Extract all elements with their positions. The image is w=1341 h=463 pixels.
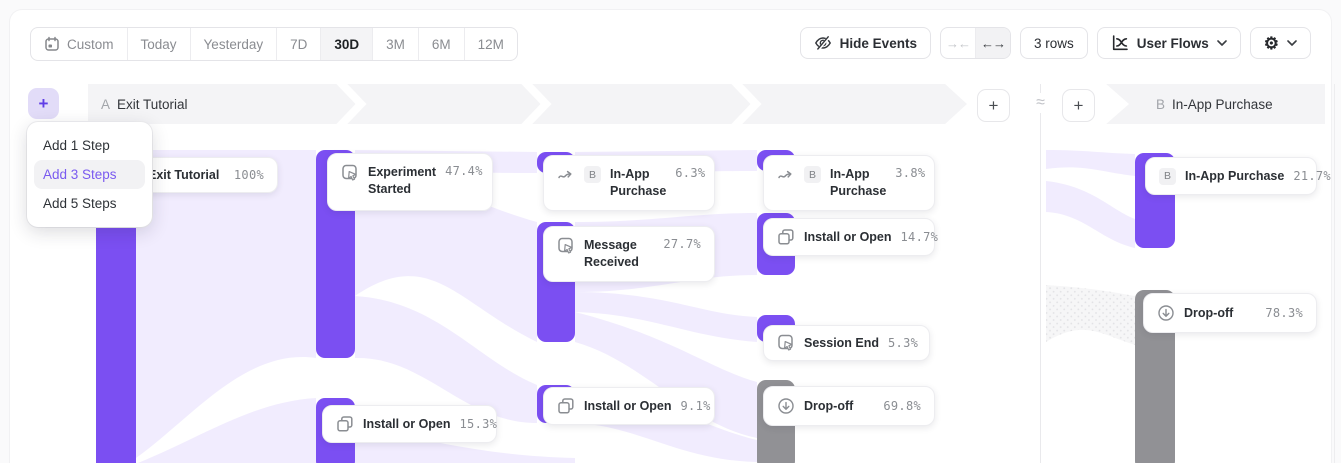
step-header-band-b[interactable]: B In-App Purchase xyxy=(1106,84,1325,124)
add-step-button-b[interactable]: + xyxy=(1062,89,1095,122)
date-range-12m[interactable]: 12M xyxy=(477,36,504,52)
node-card-in-app-purchase-2[interactable]: B In-App Purchase 3.8% xyxy=(763,155,935,211)
node-label: Install or Open xyxy=(804,229,892,244)
collapse-columns-button[interactable]: →← xyxy=(941,28,976,58)
node-label: Install or Open xyxy=(363,416,451,431)
chevron-down-icon xyxy=(1216,40,1227,46)
calendar-icon xyxy=(44,36,60,52)
expand-columns-button[interactable]: ←→ xyxy=(975,28,1010,58)
rows-count-button[interactable]: 3 rows xyxy=(1019,27,1088,59)
add-step-button-a[interactable]: + xyxy=(28,88,59,119)
settings-button[interactable]: ⚙ xyxy=(1249,27,1311,59)
node-card-install-or-open-2[interactable]: Install or Open 9.1% xyxy=(543,387,715,425)
append-step-button-a[interactable]: + xyxy=(977,89,1010,122)
arrows-outward-icon: ←→ xyxy=(980,35,1006,51)
panel-edge-line xyxy=(1334,84,1335,463)
gear-icon: ⚙ xyxy=(1263,33,1279,53)
wave-arrow-icon xyxy=(557,166,575,184)
date-range-3m[interactable]: 3M xyxy=(373,28,419,60)
node-label: Experiment Started xyxy=(368,165,437,196)
menu-item-add-1-step[interactable]: Add 1 Step xyxy=(43,138,110,153)
circle-down-arrow-icon xyxy=(777,397,795,415)
node-label: Install or Open xyxy=(584,398,672,413)
add-step-menu: Add 1 Step Add 3 Steps Add 5 Steps xyxy=(27,122,152,227)
node-value: 6.3% xyxy=(675,166,706,180)
flows-chart-icon xyxy=(1111,34,1129,52)
node-label: Exit Tutorial xyxy=(148,167,220,182)
view-selector-label: User Flows xyxy=(1136,35,1209,51)
node-card-message-received[interactable]: Message Received 27.7% xyxy=(543,226,715,282)
flow-b-badge: B xyxy=(1159,167,1176,185)
node-label: In-App Purchase xyxy=(830,167,887,198)
node-value: 14.7% xyxy=(900,230,939,244)
step-letter-b: B xyxy=(1156,96,1166,112)
node-card-drop-off-1[interactable]: Drop-off 69.8% xyxy=(763,386,935,426)
date-range-custom[interactable]: Custom xyxy=(31,28,128,60)
step-title-b: In-App Purchase xyxy=(1172,96,1273,112)
node-card-in-app-purchase-b[interactable]: B In-App Purchase 21.7% xyxy=(1145,157,1331,195)
node-value: 69.8% xyxy=(883,399,921,413)
hide-events-button[interactable]: Hide Events xyxy=(799,27,931,59)
menu-item-add-3-steps[interactable]: Add 3 Steps xyxy=(34,160,145,189)
node-card-in-app-purchase-1[interactable]: B In-App Purchase 6.3% xyxy=(543,155,715,211)
node-label: Message Received xyxy=(584,238,639,269)
node-card-install-or-open-1[interactable]: Install or Open 15.3% xyxy=(322,405,497,443)
node-value: 47.4% xyxy=(445,164,483,178)
flow-b-badge: B xyxy=(804,166,821,183)
node-label: Drop-off xyxy=(804,398,854,413)
date-range-6m[interactable]: 6M xyxy=(419,28,465,60)
node-value: 5.3% xyxy=(888,336,919,350)
flow-divider-line xyxy=(1040,84,1041,463)
date-range-selector: Custom Today Yesterday 7D 30D 3M 6M 12M xyxy=(30,27,518,61)
band-a-chevrons xyxy=(336,84,968,124)
date-range-7d[interactable]: 7D xyxy=(277,28,322,60)
overlapping-squares-icon xyxy=(777,228,795,246)
view-selector-button[interactable]: User Flows xyxy=(1096,27,1241,59)
step-header-label-a: A Exit Tutorial xyxy=(101,84,188,124)
step-header-label-b: B In-App Purchase xyxy=(1156,84,1273,124)
step-title-a: Exit Tutorial xyxy=(117,96,188,112)
node-card-experiment-started[interactable]: Experiment Started 47.4% xyxy=(327,153,493,211)
flow-b-badge: B xyxy=(584,166,601,183)
cursor-click-icon xyxy=(777,334,795,352)
step-header-band-a[interactable]: A Exit Tutorial xyxy=(88,84,968,124)
node-value: 9.1% xyxy=(680,399,711,413)
node-card-install-or-open-3[interactable]: Install or Open 14.7% xyxy=(763,218,938,256)
node-value: 27.7% xyxy=(663,237,701,251)
node-card-session-end[interactable]: Session End 5.3% xyxy=(763,325,930,361)
date-range-30d[interactable]: 30D xyxy=(321,28,374,60)
overlapping-squares-icon xyxy=(336,415,354,433)
date-range-custom-label: Custom xyxy=(67,36,114,52)
node-card-drop-off-b[interactable]: Drop-off 78.3% xyxy=(1143,293,1317,333)
band-b-notch xyxy=(1106,84,1129,124)
cursor-click-icon xyxy=(557,237,575,255)
node-value: 78.3% xyxy=(1265,306,1303,320)
toolbar-right-cluster: Hide Events →← ←→ 3 rows User Flows ⚙ xyxy=(799,27,1311,59)
eye-off-icon xyxy=(814,34,832,52)
wave-arrow-icon xyxy=(777,166,795,184)
hide-events-label: Hide Events xyxy=(839,35,917,51)
arrows-inward-icon: →← xyxy=(945,35,971,51)
node-label: Session End xyxy=(804,335,880,350)
menu-item-add-5-steps[interactable]: Add 5 Steps xyxy=(43,196,117,211)
node-label: In-App Purchase xyxy=(1185,168,1285,183)
chevron-down-icon xyxy=(1287,40,1297,46)
node-value: 21.7% xyxy=(1293,169,1331,183)
node-label: In-App Purchase xyxy=(610,167,667,198)
cursor-click-icon xyxy=(341,164,359,182)
flow-break-indicator: ≈ xyxy=(1031,93,1050,113)
overlapping-squares-icon xyxy=(557,397,575,415)
collapse-expand-toggle: →← ←→ xyxy=(939,27,1011,59)
node-label: Drop-off xyxy=(1184,305,1234,320)
circle-down-arrow-icon xyxy=(1157,304,1175,322)
date-range-today[interactable]: Today xyxy=(128,28,191,60)
date-range-yesterday[interactable]: Yesterday xyxy=(191,28,278,60)
step-letter-a: A xyxy=(101,96,111,112)
node-value: 100% xyxy=(233,168,264,182)
node-value: 3.8% xyxy=(895,166,926,180)
node-value: 15.3% xyxy=(459,417,498,431)
